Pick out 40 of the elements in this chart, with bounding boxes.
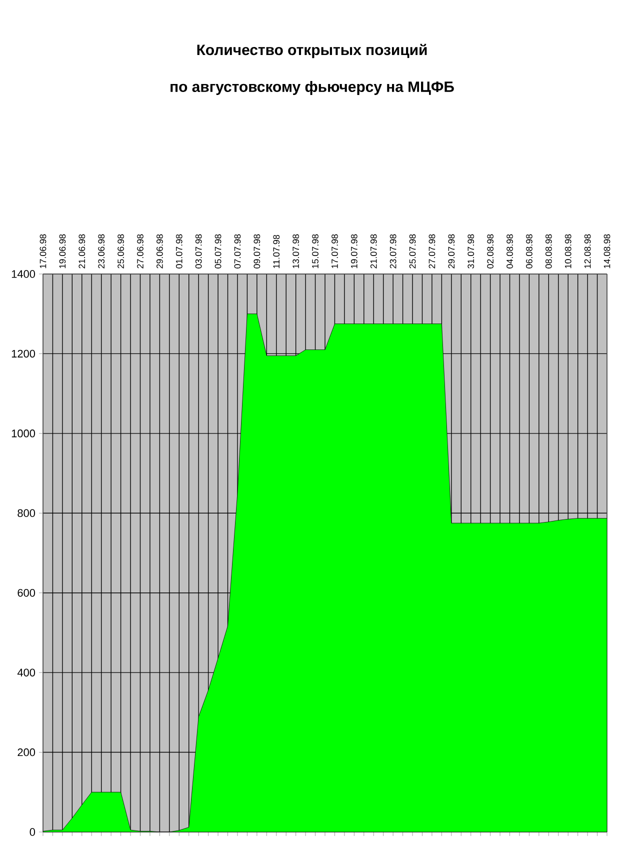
- x-tick-label: 04.08.98: [506, 234, 513, 268]
- x-tick-label: 29.06.98: [156, 234, 163, 268]
- x-tick-label: 27.06.98: [137, 234, 144, 268]
- y-tick-label: 200: [18, 748, 36, 756]
- x-tick-label: 25.06.98: [118, 234, 124, 268]
- x-tick-label: 11.07.98: [273, 234, 280, 268]
- y-tick-label: 1000: [12, 430, 36, 438]
- chart-subtitle: по августовскому фьючерсу на МЦФБ: [170, 81, 454, 95]
- x-tick-label: 13.07.98: [292, 234, 300, 268]
- x-tick-label: 03.07.98: [195, 234, 202, 268]
- x-tick-label: 21.07.98: [370, 234, 377, 268]
- x-tick-label: 10.08.98: [564, 234, 572, 268]
- x-tick-label: 02.08.98: [487, 234, 494, 268]
- x-tick-label: 19.06.98: [59, 234, 66, 268]
- x-tick-label: 21.06.98: [78, 234, 86, 268]
- x-tick-label: 14.08.98: [604, 234, 610, 268]
- x-tick-label: 12.08.98: [584, 234, 591, 268]
- x-tick-label: 19.07.98: [350, 234, 358, 268]
- x-tick-label: 08.08.98: [545, 234, 552, 268]
- y-tick-label: 600: [18, 588, 36, 597]
- x-tick-label: 09.07.98: [254, 234, 260, 268]
- y-tick-label: 1400: [12, 270, 36, 278]
- x-tick-label: 29.07.98: [448, 234, 455, 268]
- x-tick-label: 01.07.98: [176, 234, 182, 268]
- y-tick-label: 1200: [12, 350, 36, 358]
- x-tick-label: 31.07.98: [468, 234, 474, 268]
- y-tick-label: 400: [17, 668, 36, 676]
- x-tick-label: 27.07.98: [428, 234, 436, 268]
- y-tick-label: 800: [18, 509, 36, 518]
- y-tick-label: 0: [30, 828, 36, 836]
- x-tick-label: 25.07.98: [409, 234, 416, 268]
- x-tick-label: 05.07.98: [214, 234, 222, 268]
- x-tick-label: 07.07.98: [234, 234, 241, 268]
- x-tick-label: 23.06.98: [98, 234, 105, 268]
- x-tick-label: 17.07.98: [332, 234, 338, 268]
- x-tick-label: 06.08.98: [526, 234, 532, 268]
- chart-title: Количество открытых позиций: [197, 44, 427, 58]
- x-tick-label: 17.06.98: [40, 234, 46, 268]
- x-tick-label: 15.07.98: [312, 234, 318, 268]
- x-tick-label: 23.07.98: [390, 234, 396, 268]
